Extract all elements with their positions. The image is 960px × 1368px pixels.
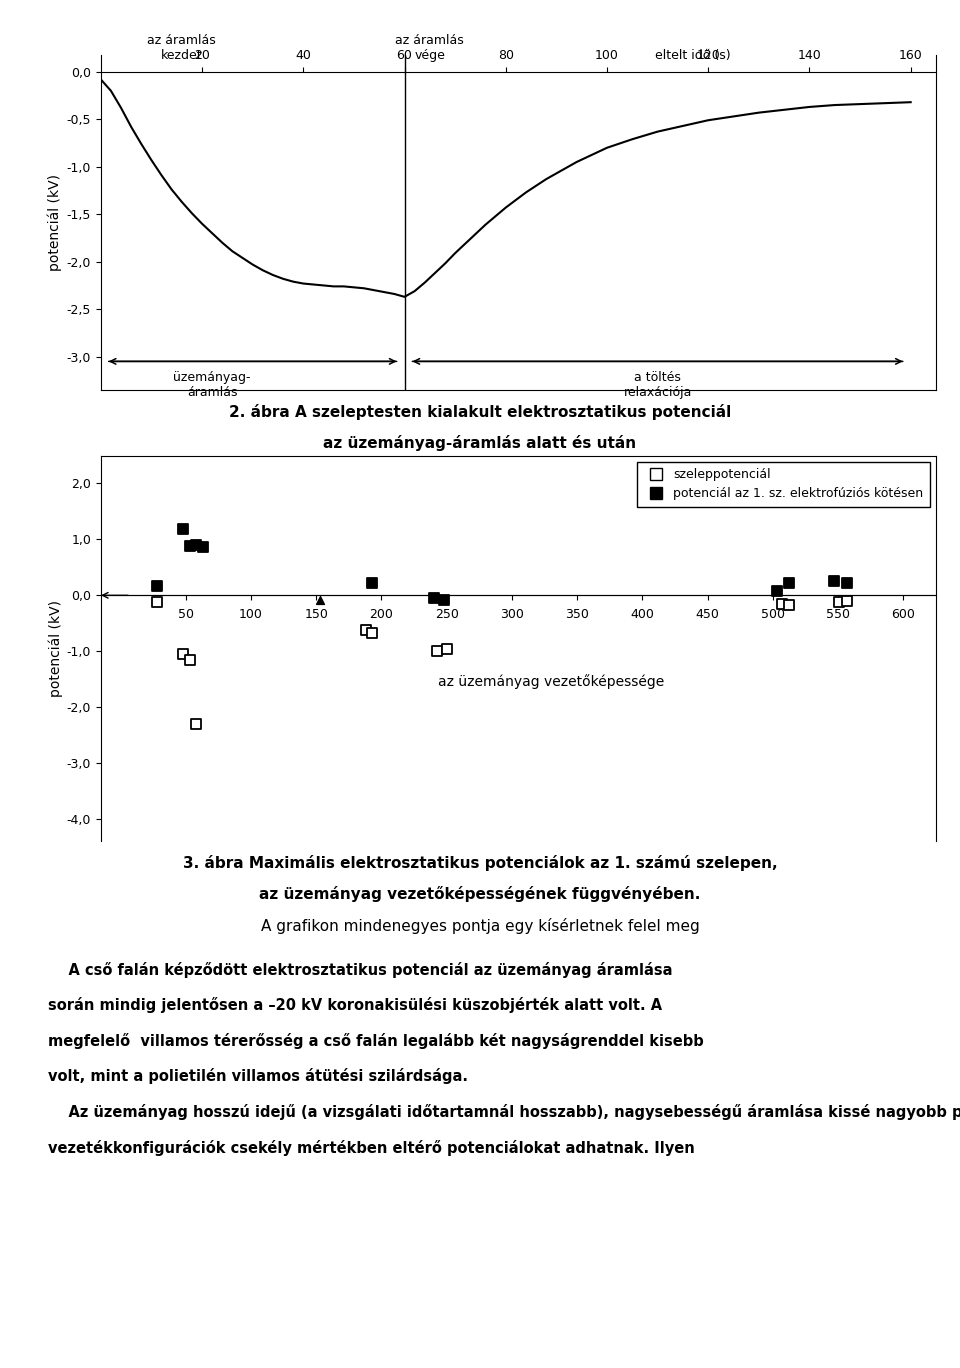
- Text: A cső falán képződött elektrosztatikus potenciál az üzemányag áramlása: A cső falán képződött elektrosztatikus p…: [48, 962, 673, 978]
- Point: [188, 534, 204, 555]
- Point: [831, 591, 847, 613]
- Text: eltelt idő (s): eltelt idő (s): [656, 49, 731, 63]
- Point: [188, 713, 204, 735]
- Text: 2. ábra A szeleptesten kialakult elektrosztatikus potenciál: 2. ábra A szeleptesten kialakult elektro…: [228, 404, 732, 420]
- Text: 500: 500: [761, 609, 785, 621]
- Text: a töltés
relaxációja: a töltés relaxációja: [623, 371, 692, 399]
- Text: 100: 100: [239, 609, 263, 621]
- Text: 250: 250: [435, 609, 459, 621]
- Point: [426, 587, 442, 609]
- Text: az üzemányag vezetőképességének függvényében.: az üzemányag vezetőképességének függvény…: [259, 886, 701, 903]
- Text: 3. ábra Maximális elektrosztatikus potenciálok az 1. számú szelepen,: 3. ábra Maximális elektrosztatikus poten…: [182, 855, 778, 871]
- Point: [775, 592, 790, 614]
- Point: [358, 620, 373, 642]
- Text: az üzemányag vezetőképessége: az üzemányag vezetőképessége: [438, 674, 664, 689]
- Text: 350: 350: [565, 609, 589, 621]
- Text: 300: 300: [500, 609, 524, 621]
- Text: vezetékkonfigurációk csekély mértékben eltérő potenciálokat adhatnak. Ilyen: vezetékkonfigurációk csekély mértékben e…: [48, 1140, 695, 1156]
- Point: [181, 535, 197, 557]
- Text: 550: 550: [827, 609, 851, 621]
- Text: üzemányag-
áramlás: üzemányag- áramlás: [174, 371, 251, 399]
- Text: az áramlás
vége: az áramlás vége: [396, 34, 465, 63]
- Point: [780, 595, 796, 617]
- Point: [195, 536, 210, 558]
- Point: [769, 580, 784, 602]
- Point: [176, 518, 191, 540]
- Text: megfelelő  villamos térerősség a cső falán legalább két nagyságrenddel kisebb: megfelelő villamos térerősség a cső falá…: [48, 1033, 704, 1049]
- Point: [365, 572, 380, 594]
- Point: [840, 590, 855, 611]
- Point: [439, 637, 454, 659]
- Point: [430, 640, 445, 662]
- Point: [840, 572, 855, 594]
- Text: 200: 200: [370, 609, 394, 621]
- Point: [780, 572, 796, 594]
- Text: 150: 150: [304, 609, 328, 621]
- Point: [176, 643, 191, 665]
- Text: A grafikon mindenegyes pontja egy kísérletnek felel meg: A grafikon mindenegyes pontja egy kísérl…: [260, 918, 700, 934]
- Point: [149, 591, 164, 613]
- Point: [312, 588, 327, 610]
- Y-axis label: potenciál (kV): potenciál (kV): [48, 601, 62, 696]
- Text: során mindig jelentősen a –20 kV koronakisülési küszobjérték alatt volt. A: során mindig jelentősen a –20 kV koronak…: [48, 997, 662, 1014]
- Point: [149, 576, 164, 598]
- Point: [181, 648, 197, 670]
- Point: [365, 622, 380, 644]
- Text: 50: 50: [178, 609, 194, 621]
- Legend: szeleppotenciál, potenciál az 1. sz. elektrofúziós kötésen: szeleppotenciál, potenciál az 1. sz. ele…: [637, 462, 929, 506]
- Text: az áramlás
kezdet: az áramlás kezdet: [148, 34, 216, 63]
- Y-axis label: potenciál (kV): potenciál (kV): [48, 174, 62, 271]
- Text: Az üzemányag hosszú idejű (a vizsgálati időtartamnál hosszabb), nagysebességű ár: Az üzemányag hosszú idejű (a vizsgálati …: [48, 1104, 960, 1120]
- Text: 400: 400: [631, 609, 655, 621]
- Text: 450: 450: [696, 609, 720, 621]
- Text: 600: 600: [892, 609, 915, 621]
- Point: [437, 588, 452, 610]
- Text: az üzemányag-áramlás alatt és után: az üzemányag-áramlás alatt és után: [324, 435, 636, 451]
- Point: [827, 570, 842, 592]
- Text: volt, mint a polietilén villamos átütési szilárdsága.: volt, mint a polietilén villamos átütési…: [48, 1068, 468, 1085]
